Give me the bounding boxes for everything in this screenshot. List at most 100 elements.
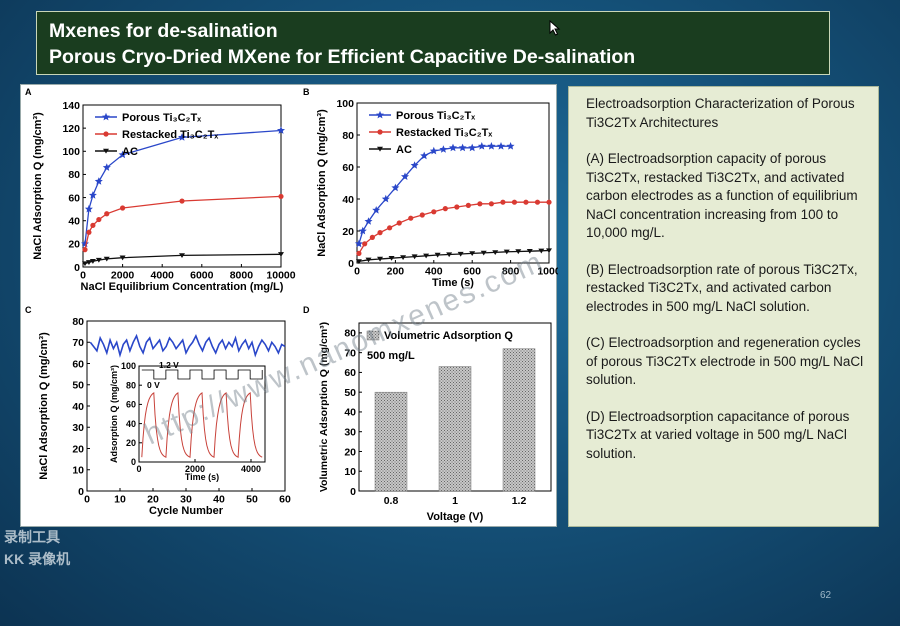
chart-b-data-point [358,226,367,235]
chart-b-data-point [355,259,362,264]
chart-d-y-tick-label: 50 [344,387,356,399]
recorder-name: KK 录像机 [4,551,71,567]
chart-d-y-tick-label: 70 [344,347,356,359]
chart-c-y-tick-label: 80 [72,316,84,328]
chart-c-inset-x-axis-label: Time (s) [185,472,219,482]
chart-d-y-tick-label: 0 [350,486,356,498]
chart-b-data-point [457,251,464,257]
chart-d-x-tick-label: 0.8 [384,495,399,507]
chart-c-inset-voltage-line [141,369,263,380]
chart-b-x-tick-label: 600 [463,266,481,278]
chart-a-data-point [120,205,126,211]
chart-c-y-tick-label: 20 [72,443,84,455]
chart-b-data-point [377,256,384,262]
chart-b-series-line-0 [358,145,511,244]
chart-a-x-tick-label: 4000 [151,270,175,282]
chart-b-data-point [534,199,541,205]
chart-a-data-point [89,259,96,264]
chart-a-data-point [179,253,185,259]
chart-a-legend-marker [102,112,110,121]
chart-b-data-point [503,249,510,255]
chart-a-x-tick-label: 2000 [111,270,135,282]
chart-d-x-tick-label: 1 [452,495,458,507]
chart-a-y-tick-label: 60 [68,192,80,204]
chart-d: 0 10 20 30 40 50 60 70 80 0.8 1 1.2 Voltage (V) Volum… [318,322,552,523]
chart-a-y-tick-label: 0 [74,262,80,274]
caption-box: Electroadsorption Characterization of Po… [568,86,879,527]
chart-b-data-point [372,206,381,214]
chart-b-data-point [420,151,429,160]
slide-title-box: Mxenes for de-salination Porous Cryo-Dri… [36,11,830,75]
chart-a-legend-label: Porous Ti₃C₂Tₓ [122,112,202,124]
chart-b-data-point [369,234,375,240]
figure-svg: A B C D 0 2000 4000 6000 8000 100000204060801… [25,87,558,523]
caption-heading: Electroadsorption Characterization of Po… [586,96,855,130]
chart-c-inset-y-tick-label: 40 [126,419,136,429]
chart-d-y-tick-label: 80 [344,328,356,340]
chart-d-bar [502,348,536,492]
chart-c-inset-y-tick-label: 60 [126,400,136,410]
chart-c-x-tick-label: 20 [147,494,159,506]
chart-a-data-point [88,191,97,199]
chart-a-legend-label: AC [122,146,138,158]
chart-b-data-point [419,212,425,218]
chart-a-data-point [82,247,88,253]
chart-c-inset-y-tick-label: 0 [131,457,136,467]
chart-c-inset-annotation: 0 V [147,380,160,390]
chart-a-data-point [86,229,92,235]
slide-title: Mxenes for de-salination [49,20,278,42]
chart-b-plot-frame [356,102,550,264]
chart-b-data-point [487,142,496,150]
chart-b-legend-label: Restacked Ti₃C₂Tₓ [396,127,493,139]
chart-c-y-tick-label: 60 [72,358,84,370]
chart-a-plot-frame [82,104,282,268]
chart-b-data-point [410,161,419,169]
chart-b-data-point [488,201,494,207]
chart-c-x-axis-label: Cycle Number [149,505,224,517]
chart-b-x-tick-label: 200 [387,266,405,278]
chart-d-legend-label: Volumetric Adsorption Q [384,330,513,342]
chart-b-data-point [362,241,368,247]
chart-a-data-point [102,163,111,171]
chart-b-x-tick-label: 0 [354,266,360,278]
chart-d-y-tick-label: 10 [344,466,356,478]
chart-b-y-tick-label: 60 [342,162,354,174]
chart-a-data-point [94,177,103,185]
chart-c-inset-y-tick-label: 80 [126,380,136,390]
chart-c-inset-annotation: 1.2 V [159,360,179,370]
chart-b-data-point [546,199,552,205]
page-number: 62 [820,590,832,601]
chart-a-data-point [118,150,127,159]
chart-b-data-point [449,143,457,152]
chart-c-x-tick-label: 50 [246,494,258,506]
chart-c-x-tick-label: 30 [180,494,192,506]
chart-a-data-point [81,239,89,248]
chart-c-inset-x-tick-label: 0 [136,464,141,474]
chart-b-data-point [439,145,448,153]
chart-b-data-point [364,217,373,225]
figure-panel: A B C D 0 2000 4000 6000 8000 10000 0 20 40 60 80 1… [20,84,558,527]
chart-d-bar [438,366,472,492]
chart-d-y-tick-label: 20 [344,446,356,458]
chart-c-inset-plot-frame [138,365,266,463]
chart-b-y-axis-label: NaCl Adsorption Q (mg/cm³) [316,109,328,257]
chart-a-legend-marker [103,131,109,137]
chart-a-x-tick-label: 10000 [266,270,295,282]
chart-d-x-axis-label: Voltage (V) [427,511,484,523]
chart-a-legend-label: Restacked Ti₃C₂Tₓ [122,129,219,141]
chart-a-y-tick-label: 100 [62,146,80,158]
chart-d-annotation: 500 mg/L [367,350,415,362]
chart-b-data-point [480,250,487,256]
chart-b-data-point [396,220,402,226]
chart-c-x-tick-label: 10 [114,494,126,506]
chart-c-x-tick-label: 0 [84,494,90,506]
chart-b-legend-label: Porous Ti₃C₂Tₓ [396,110,476,122]
chart-b-data-point [431,209,437,215]
chart-b-data-point [391,183,400,192]
chart-a-series-line-1 [84,195,282,250]
chart-b-data-point [500,199,506,205]
chart-c-inset-y-tick-label: 100 [121,361,136,371]
chart-b-data-point [423,253,430,259]
chart-a-data-point [90,222,96,228]
chart-c-inset-x-tick-label: 4000 [241,464,261,474]
